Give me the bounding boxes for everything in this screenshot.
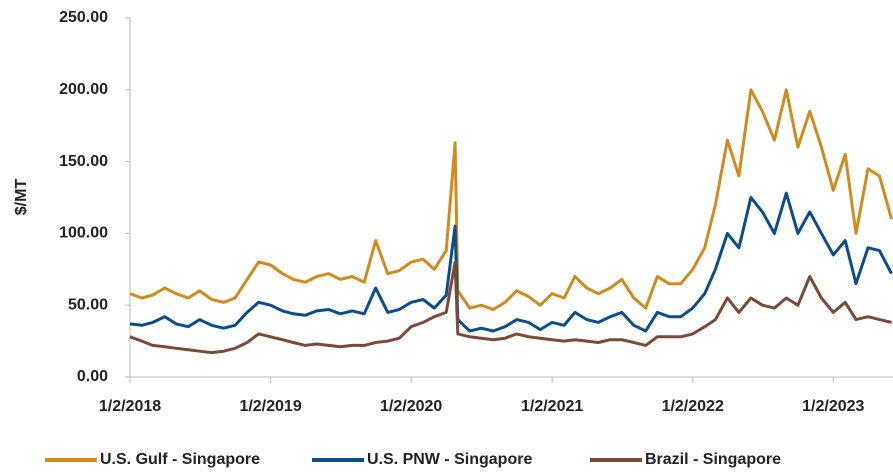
x-tick-label: 1/2/2021 bbox=[521, 398, 583, 415]
x-tick-label: 1/2/2019 bbox=[239, 398, 301, 415]
y-tick-label: 0.00 bbox=[77, 368, 108, 385]
legend-label: Brazil - Singapore bbox=[645, 451, 781, 468]
y-tick-label: 150.00 bbox=[59, 153, 108, 170]
series-line bbox=[129, 88, 893, 311]
y-tick-label: 100.00 bbox=[59, 225, 108, 242]
y-tick-label: 200.00 bbox=[59, 81, 108, 98]
legend-label: U.S. Gulf - Singapore bbox=[100, 451, 260, 468]
x-tick-label: 1/2/2022 bbox=[662, 398, 724, 415]
x-tick-label: 1/2/2023 bbox=[802, 398, 864, 415]
x-tick-label: 1/2/2020 bbox=[380, 398, 442, 415]
y-axis-label: $/MT bbox=[13, 179, 30, 216]
legend-label: U.S. PNW - Singapore bbox=[367, 451, 532, 468]
y-tick-label: 250.00 bbox=[59, 9, 108, 26]
x-tick-label: 1/2/2018 bbox=[99, 398, 161, 415]
series-line bbox=[129, 191, 893, 333]
series-line bbox=[129, 260, 892, 355]
y-tick-label: 50.00 bbox=[68, 296, 108, 313]
